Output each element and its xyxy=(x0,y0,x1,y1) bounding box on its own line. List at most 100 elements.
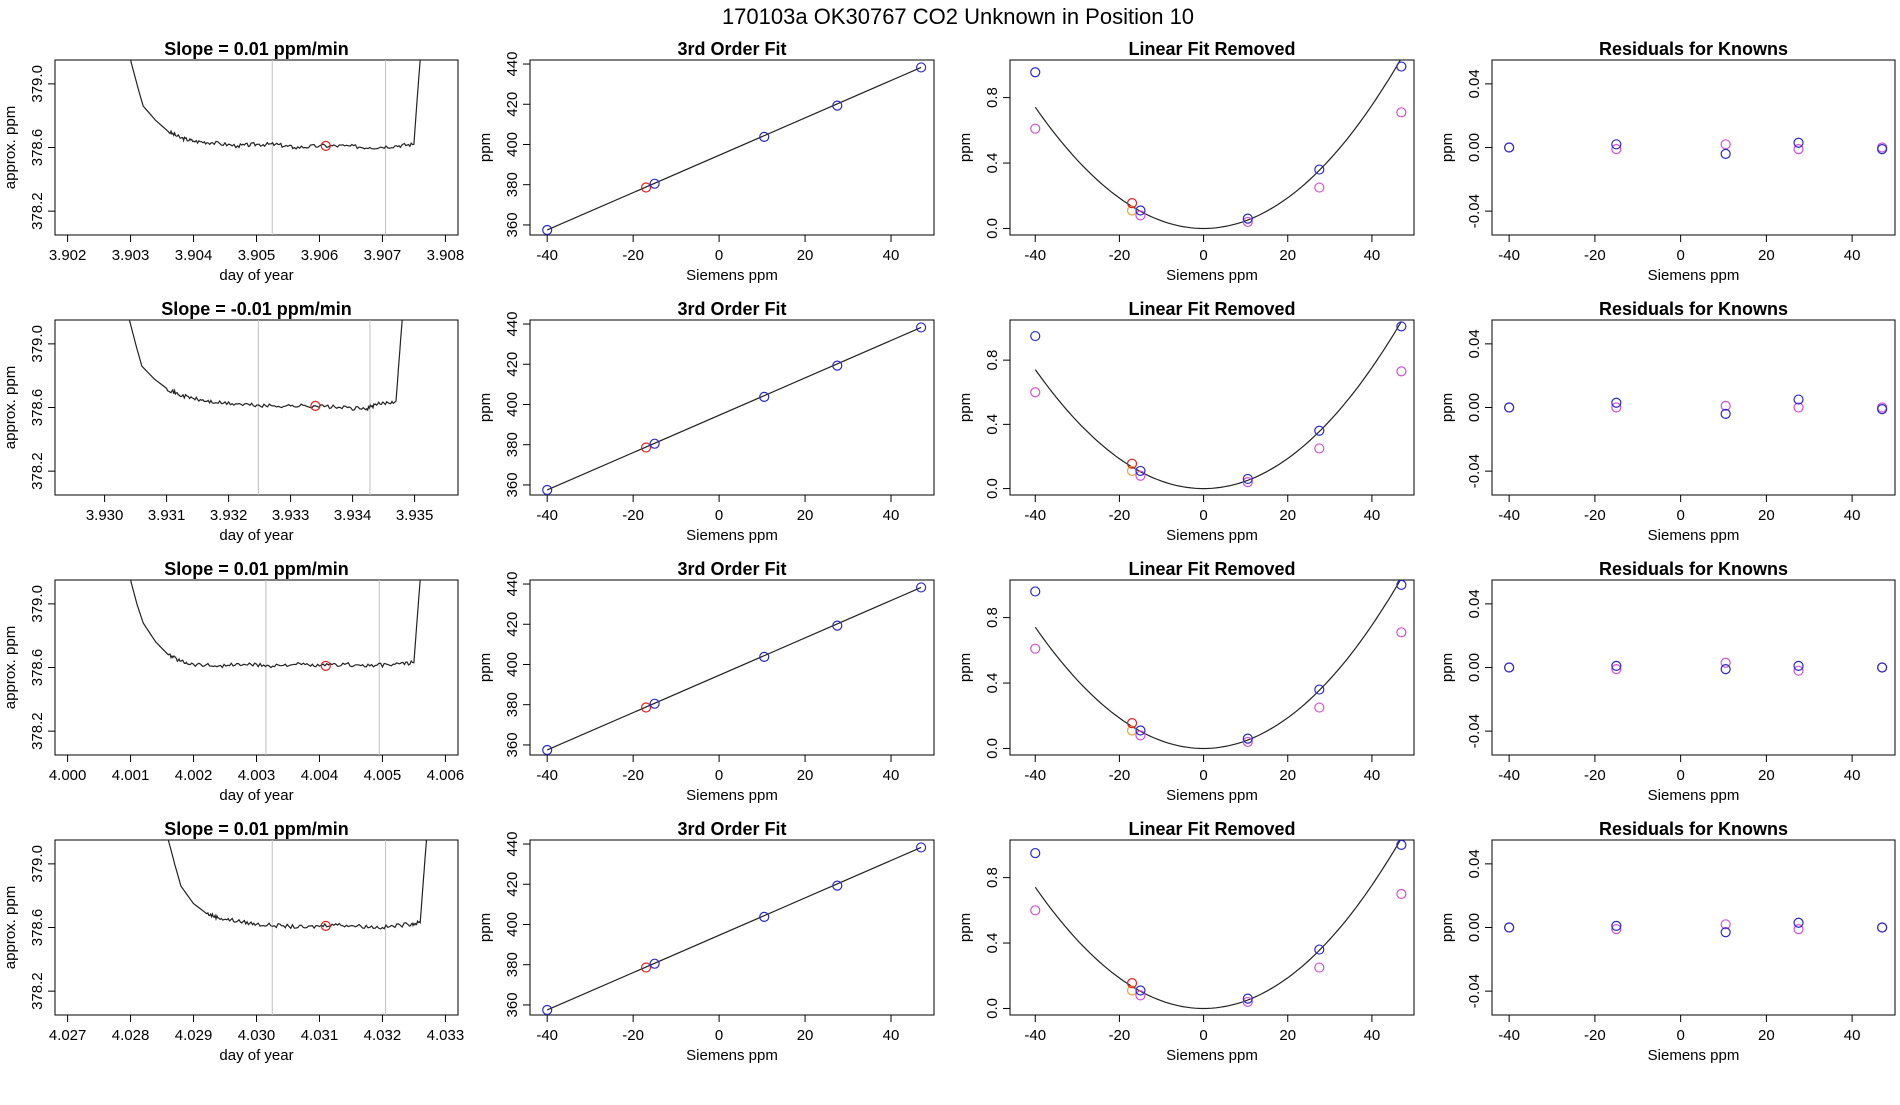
x-tick-label: -20 xyxy=(1584,767,1606,784)
known-point-magenta xyxy=(1135,470,1146,481)
y-tick-label: 360 xyxy=(504,732,521,757)
y-axis-label: ppm xyxy=(477,133,494,162)
y-tick-label: 400 xyxy=(504,652,521,677)
known-point-blue xyxy=(542,744,553,755)
known-point-blue xyxy=(832,360,843,371)
known-point-blue xyxy=(1793,137,1804,148)
known-point-blue xyxy=(1242,993,1253,1004)
x-tick-label: 0 xyxy=(1676,1027,1684,1044)
x-tick-label: 4.004 xyxy=(301,767,339,784)
plot-frame xyxy=(54,319,459,496)
x-tick-label: 40 xyxy=(1364,247,1381,264)
panel-title: Residuals for Knowns xyxy=(1599,299,1788,319)
x-tick-label: 4.001 xyxy=(112,767,150,784)
x-tick-label: 3.932 xyxy=(210,507,248,524)
x-tick-label: 3.905 xyxy=(238,247,276,264)
x-axis-label: day of year xyxy=(219,1047,293,1064)
x-axis-label: Siemens ppm xyxy=(686,527,778,544)
known-point-blue xyxy=(1793,917,1804,928)
known-point-blue xyxy=(1793,394,1804,405)
plot-frame xyxy=(529,59,935,236)
sample-marker xyxy=(320,920,331,932)
plot-area xyxy=(1030,580,1407,750)
x-tick-label: -40 xyxy=(1498,1027,1520,1044)
x-tick-label: -40 xyxy=(1024,1027,1046,1044)
plot-frame xyxy=(54,59,459,236)
x-tick-label: 4.027 xyxy=(49,1027,87,1044)
known-point-magenta xyxy=(1720,139,1731,150)
x-tick-label: 40 xyxy=(1844,1027,1861,1044)
known-point-blue xyxy=(1030,330,1041,342)
panel-title: Linear Fit Removed xyxy=(1128,39,1295,59)
sample-point-red xyxy=(640,702,652,713)
plot-frame xyxy=(1009,839,1415,1016)
known-point-magenta xyxy=(1793,923,1804,935)
known-point-magenta xyxy=(1793,143,1804,155)
y-tick-label: 0.04 xyxy=(1466,69,1483,98)
x-tick-label: 0 xyxy=(1676,767,1684,784)
plot-area xyxy=(542,842,927,1015)
y-axis-label: ppm xyxy=(1439,393,1456,422)
x-tick-label: 20 xyxy=(1758,1027,1775,1044)
y-tick-label: 360 xyxy=(504,992,521,1017)
known-point-magenta xyxy=(1793,665,1804,676)
known-point-blue xyxy=(832,100,843,111)
sample-point-red xyxy=(1126,718,1138,729)
known-point-blue xyxy=(1030,847,1041,859)
known-point-magenta xyxy=(1611,143,1622,155)
known-point-magenta xyxy=(1720,657,1731,668)
y-axis-label: ppm xyxy=(1439,913,1456,942)
x-tick-label: 40 xyxy=(883,1027,900,1044)
known-point-blue xyxy=(1396,840,1407,851)
y-tick-label: 380 xyxy=(504,692,521,717)
plot-area xyxy=(1504,657,1888,676)
plot-area xyxy=(130,60,421,235)
panel-title: Residuals for Knowns xyxy=(1599,559,1788,579)
y-tick-label: 378.2 xyxy=(29,712,46,750)
panel-r1-c2: 3rd Order Fit Siemens ppm ppm -40 -20 0 20 40 36… xyxy=(477,39,935,284)
sample-marker xyxy=(320,140,331,152)
y-tick-label: 360 xyxy=(504,212,521,237)
x-tick-label: 20 xyxy=(1758,767,1775,784)
sample-marker xyxy=(320,660,331,672)
known-point-blue xyxy=(1135,725,1146,736)
y-tick-label: 378.6 xyxy=(29,909,46,947)
x-axis-label: Siemens ppm xyxy=(1648,527,1740,544)
x-axis-label: Siemens ppm xyxy=(1166,787,1258,804)
y-tick-label: 378.6 xyxy=(29,649,46,687)
x-tick-label: 4.003 xyxy=(238,767,276,784)
y-tick-label: 0.0 xyxy=(984,738,1001,759)
x-tick-label: -40 xyxy=(536,247,558,264)
x-tick-label: 20 xyxy=(797,247,814,264)
x-tick-label: 0 xyxy=(1199,507,1207,524)
panel-r2-c2: 3rd Order Fit Siemens ppm ppm -40 -20 0 20 40 36… xyxy=(477,299,935,544)
x-tick-label: 40 xyxy=(1844,767,1861,784)
x-tick-label: 40 xyxy=(883,507,900,524)
x-tick-label: 0 xyxy=(1199,247,1207,264)
known-point-blue xyxy=(1504,142,1515,153)
y-tick-label: 420 xyxy=(504,92,521,117)
y-tick-label: 378.6 xyxy=(29,129,46,167)
known-point-blue xyxy=(1720,927,1731,938)
known-point-blue xyxy=(1877,662,1888,673)
y-tick-label: 0.00 xyxy=(1466,913,1483,942)
y-tick-label: -0.04 xyxy=(1466,714,1483,748)
y-axis-label: ppm xyxy=(477,913,494,942)
panel-title: Slope = 0.01 ppm/min xyxy=(164,819,349,839)
x-tick-label: 0 xyxy=(1199,767,1207,784)
data-trace xyxy=(167,840,428,930)
x-tick-label: 40 xyxy=(1364,1027,1381,1044)
panel-r1-c1: Slope = 0.01 ppm/min day of year approx. p… xyxy=(2,39,464,284)
panel-r3-c1: Slope = 0.01 ppm/min day of year approx. p… xyxy=(2,559,464,804)
known-point-blue xyxy=(1504,922,1515,933)
y-tick-label: 379.0 xyxy=(29,65,46,103)
y-axis-label: ppm xyxy=(1439,133,1456,162)
y-tick-label: 0.04 xyxy=(1466,589,1483,618)
plot-frame xyxy=(1009,59,1415,236)
y-tick-label: 440 xyxy=(504,52,521,77)
x-tick-label: 4.032 xyxy=(364,1027,402,1044)
known-point-blue xyxy=(1396,580,1407,591)
x-tick-label: 3.934 xyxy=(334,507,372,524)
plot-frame xyxy=(54,579,459,756)
